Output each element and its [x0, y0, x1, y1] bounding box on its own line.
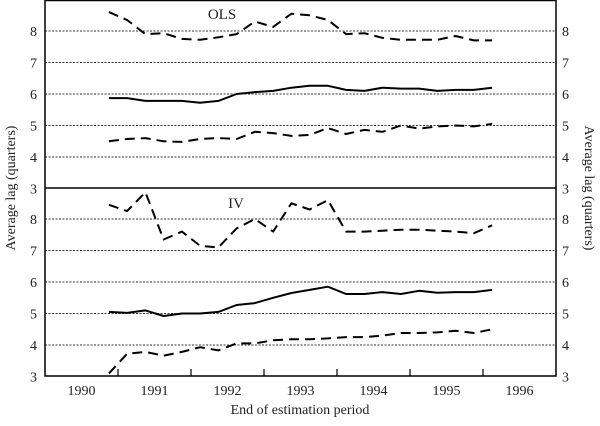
y-tick-label-right: 3 [562, 183, 569, 198]
y-tick-label-right: 8 [562, 25, 569, 40]
y-tick-label-right: 6 [562, 276, 569, 291]
panel-label-ols: OLS [208, 7, 236, 23]
x-tick-label: 1990 [68, 384, 96, 399]
y-tick-label-right: 6 [562, 88, 569, 103]
series-group [108, 11, 493, 375]
series-line-iv-upper [108, 191, 493, 249]
plot-frame [44, 0, 557, 377]
y-tick-label-left: 5 [30, 120, 37, 135]
y-tick-label-right: 3 [562, 371, 569, 386]
x-tick-label: 1994 [360, 384, 388, 399]
y-tick-label-left: 7 [30, 245, 37, 260]
y-tick-label-right: 5 [562, 120, 569, 135]
y-tick-label-left: 8 [30, 213, 37, 228]
series-line-ols-estimate [108, 84, 493, 104]
x-tick-label: 1991 [141, 384, 169, 399]
tick-labels: 3 3 4 4 5 5 6 6 7 7 8 8 3 3 4 4 5 5 6 6 7 7 8 8 1990 1991 1992 1993… [30, 25, 569, 399]
series-line-ols-upper [108, 11, 493, 42]
x-axis-label: End of estimation period [231, 403, 370, 418]
x-tick-label: 1992 [214, 384, 242, 399]
y-tick-label-left: 4 [30, 151, 37, 166]
y-tick-label-right: 7 [562, 245, 569, 260]
y-tick-label-left: 8 [30, 25, 37, 40]
series-line-iv-lower [108, 328, 493, 375]
y-tick-label-right: 4 [562, 339, 569, 354]
y-tick-label-right: 7 [562, 57, 569, 72]
gridlines [45, 30, 556, 346]
series-line-ols-lower [108, 122, 493, 143]
y-tick-label-left: 7 [30, 57, 37, 72]
x-tick-label: 1996 [506, 384, 534, 399]
x-tick-label: 1993 [287, 384, 315, 399]
y-tick-label-left: 3 [30, 183, 37, 198]
y-tick-label-left: 5 [30, 308, 37, 323]
y-tick-label-left: 6 [30, 88, 37, 103]
y-tick-label-right: 4 [562, 151, 569, 166]
series-line-iv-estimate [108, 285, 493, 317]
y-tick-label-left: 4 [30, 339, 37, 354]
y-tick-label-right: 5 [562, 308, 569, 323]
y-axis-label-left: Average lag (quarters) [4, 125, 19, 250]
x-tick-label: 1995 [433, 384, 461, 399]
y-tick-label-right: 8 [562, 213, 569, 228]
y-axis-label-right: Average lag (quarters) [581, 126, 596, 251]
y-tick-label-left: 6 [30, 276, 37, 291]
panel-label-iv: IV [228, 196, 244, 212]
y-tick-label-left: 3 [30, 371, 37, 386]
